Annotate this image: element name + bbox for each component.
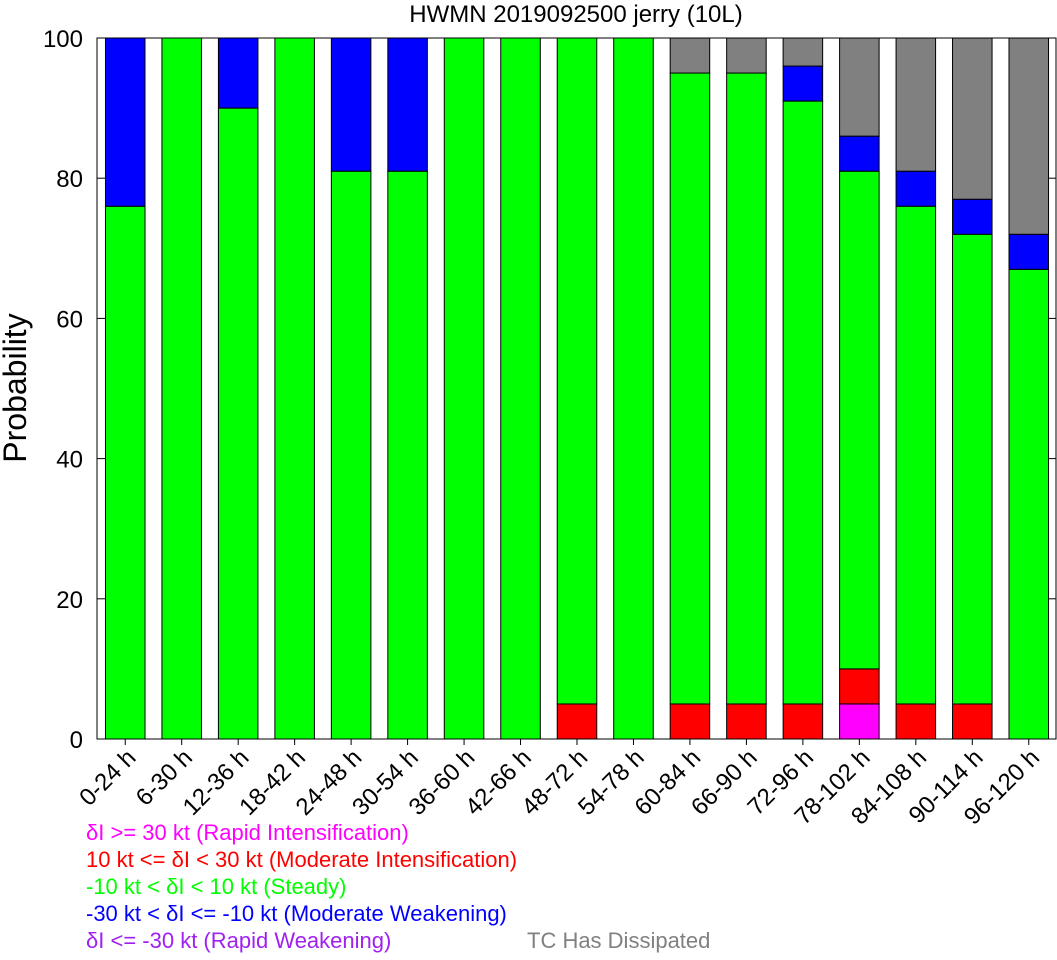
bar-segment: [161, 37, 202, 740]
legend-entry-moderate-weakening: -30 kt < δI <= -10 kt (Moderate Weakenin…: [86, 901, 507, 926]
bar-segment: [895, 170, 937, 207]
chart-title: HWMN 2019092500 jerry (10L): [409, 1, 742, 28]
bar-segment: [726, 703, 767, 740]
bar-segment: [726, 37, 767, 74]
bar-segment: [387, 37, 428, 172]
bar-segment: [839, 170, 880, 670]
y-tick-label: 40: [56, 447, 83, 474]
y-tick-label: 80: [56, 166, 83, 193]
legend-entry-rapid-intensification: δI >= 30 kt (Rapid Intensification): [86, 820, 409, 845]
y-axis-label: Probability: [0, 313, 33, 462]
y-tick-label: 60: [56, 306, 83, 333]
bar-segment: [500, 37, 541, 740]
bar-segment: [669, 37, 711, 74]
bar-segment: [952, 703, 993, 740]
bar-segment: [556, 703, 598, 740]
legend-entry-moderate-intensification: 10 kt <= δI < 30 kt (Moderate Intensific…: [86, 847, 518, 872]
bar-segment: [1008, 233, 1050, 270]
bar-segment: [613, 37, 654, 740]
bar-segment: [782, 37, 824, 67]
bar-segment: [556, 37, 598, 705]
bar-segment: [217, 107, 259, 740]
y-tick-label: 0: [70, 727, 83, 754]
y-tick-label: 20: [56, 587, 83, 614]
bar-segment: [387, 170, 428, 740]
bar-segment: [952, 233, 993, 705]
bar-segment: [669, 72, 711, 705]
plot-frame: [96, 37, 1057, 740]
bar-segment: [782, 65, 824, 102]
bar-segment: [330, 37, 372, 172]
bar-segment: [104, 37, 146, 207]
bar-segment: [839, 135, 880, 172]
bar-segment: [895, 703, 937, 740]
legend-entry-dissipated: TC Has Dissipated: [527, 928, 711, 953]
bar-segment: [330, 170, 372, 740]
bar-segment: [443, 37, 485, 740]
bar-segment: [952, 198, 993, 235]
bar-segment: [782, 100, 824, 705]
bar-segment: [895, 37, 937, 172]
bars-group: [104, 37, 1050, 740]
bar-segment: [839, 703, 880, 740]
legend-entry-rapid-weakening: δI <= -30 kt (Rapid Weakening): [86, 928, 392, 953]
bar-segment: [217, 37, 259, 109]
y-tick-label: 100: [43, 26, 83, 53]
bar-segment: [669, 703, 711, 740]
bar-segment: [782, 703, 824, 740]
bar-segment: [726, 72, 767, 705]
bar-segment: [274, 37, 315, 740]
bar-segment: [1008, 37, 1050, 235]
bar-segment: [839, 37, 880, 137]
x-tick-label: 0-24 h: [74, 744, 141, 811]
bar-segment: [952, 37, 993, 200]
bar-segment: [104, 205, 146, 740]
bar-segment: [895, 205, 937, 705]
legend-entry-steady: -10 kt < δI < 10 kt (Steady): [86, 874, 347, 899]
bar-segment: [839, 668, 880, 705]
bar-segment: [1008, 268, 1050, 740]
